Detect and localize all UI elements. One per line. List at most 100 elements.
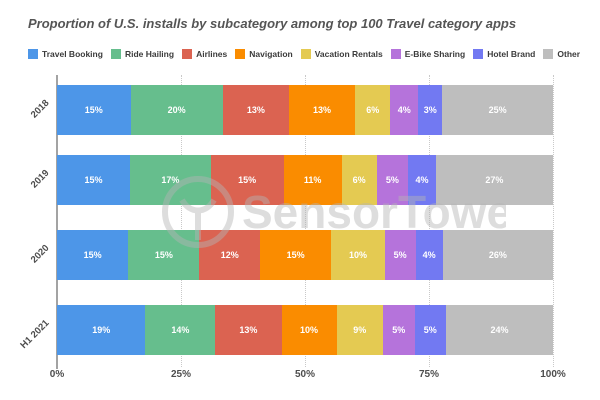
- legend-label-e-bike-sharing: E-Bike Sharing: [404, 49, 466, 59]
- gridline-100-: [553, 75, 554, 367]
- value-label: 15%: [83, 250, 102, 260]
- segment-h1-2021-other: 24%: [446, 305, 553, 355]
- category-label-h1-2021: H1 2021: [18, 317, 52, 351]
- legend-label-other: Other: [557, 49, 581, 59]
- value-label: 5%: [393, 250, 407, 260]
- value-label: 13%: [239, 325, 258, 335]
- segment-2019-navigation: 11%: [283, 155, 342, 205]
- segment-2020-navigation: 15%: [260, 230, 332, 280]
- segment-2020-other: 26%: [442, 230, 554, 280]
- value-label: 27%: [485, 175, 504, 185]
- x-tick-50-: 50%: [294, 369, 316, 380]
- segment-2018-navigation: 13%: [288, 85, 356, 135]
- value-label: 15%: [154, 250, 173, 260]
- value-label: 15%: [84, 175, 103, 185]
- segment-2019-airlines: 15%: [210, 155, 284, 205]
- segment-2019-e-bike-sharing: 5%: [376, 155, 409, 205]
- segment-2018-ride-hailing: 20%: [130, 85, 223, 135]
- legend-label-airlines: Airlines: [196, 49, 228, 59]
- legend-label-travel-booking: Travel Booking: [42, 49, 103, 59]
- legend-label-navigation: Navigation: [249, 49, 293, 59]
- segment-h1-2021-ride-hailing: 14%: [145, 305, 216, 355]
- legend-item-travel-booking: Travel Booking: [28, 49, 103, 59]
- chart-title: Proportion of U.S. installs by subcatego…: [28, 15, 517, 31]
- legend-item-ride-hailing: Ride Hailing: [110, 49, 175, 59]
- value-label: 14%: [171, 325, 190, 335]
- legend-item-vacation-rentals: Vacation Rentals: [300, 49, 383, 59]
- x-tick-100-: 100%: [540, 369, 566, 380]
- bar-2018: 15% 20% 13% 13% 6% 4% 3% 25%: [57, 85, 553, 135]
- gridline-25-: [181, 75, 182, 367]
- segment-h1-2021-travel-booking: 19%: [57, 305, 146, 355]
- segment-2020-travel-booking: 15%: [57, 230, 129, 280]
- segment-2020-airlines: 12%: [199, 230, 261, 280]
- y-axis-line: [56, 75, 58, 369]
- value-label: 6%: [366, 105, 380, 115]
- value-label: 4%: [422, 250, 436, 260]
- value-label: 10%: [349, 250, 368, 260]
- legend-item-airlines: Airlines: [182, 49, 227, 59]
- segment-2020-hotel-brand: 4%: [415, 230, 443, 280]
- segment-2019-hotel-brand: 4%: [408, 155, 436, 205]
- value-label: 25%: [488, 105, 507, 115]
- legend-item-other: Other: [543, 49, 580, 59]
- value-label: 3%: [423, 105, 437, 115]
- segment-h1-2021-e-bike-sharing: 5%: [382, 305, 415, 355]
- category-label-2020: 2020: [28, 242, 52, 266]
- segment-2018-travel-booking: 15%: [57, 85, 131, 135]
- gridline-50-: [305, 75, 306, 367]
- value-label: 15%: [286, 250, 305, 260]
- value-label: 26%: [488, 250, 507, 260]
- segment-2020-e-bike-sharing: 5%: [384, 230, 416, 280]
- value-label: 13%: [246, 105, 265, 115]
- legend-item-hotel-brand: Hotel Brand: [473, 49, 535, 59]
- value-label: 12%: [220, 250, 239, 260]
- legend-swatch-vacation-rentals: [300, 49, 311, 59]
- value-label: 11%: [303, 175, 322, 185]
- segment-2019-vacation-rentals: 6%: [341, 155, 377, 205]
- segment-2019-travel-booking: 15%: [57, 155, 131, 205]
- category-label-2018: 2018: [28, 97, 52, 121]
- bar-2019: 15% 17% 15% 11% 6% 5% 4% 27%: [57, 155, 554, 205]
- segment-2018-vacation-rentals: 6%: [355, 85, 391, 135]
- segment-2019-other: 27%: [435, 155, 554, 205]
- segment-h1-2021-airlines: 13%: [215, 305, 282, 355]
- x-tick-0-: 0%: [49, 369, 65, 380]
- segment-h1-2021-hotel-brand: 5%: [414, 305, 447, 355]
- segment-2018-e-bike-sharing: 4%: [390, 85, 419, 135]
- segment-2018-hotel-brand: 3%: [418, 85, 443, 135]
- legend-swatch-airlines: [182, 49, 193, 59]
- legend-swatch-other: [543, 49, 554, 59]
- value-label: 17%: [161, 175, 180, 185]
- legend-swatch-navigation: [235, 49, 246, 59]
- segment-2020-ride-hailing: 15%: [128, 230, 200, 280]
- legend-item-e-bike-sharing: E-Bike Sharing: [390, 49, 466, 59]
- segment-2020-vacation-rentals: 10%: [331, 230, 385, 280]
- segment-2019-ride-hailing: 17%: [130, 155, 211, 205]
- legend-label-vacation-rentals: Vacation Rentals: [314, 49, 383, 59]
- x-tick-75-: 75%: [418, 369, 440, 380]
- segment-2018-other: 25%: [442, 85, 553, 135]
- value-label: 15%: [84, 105, 103, 115]
- legend-swatch-hotel-brand: [473, 49, 484, 59]
- legend-swatch-ride-hailing: [110, 49, 121, 59]
- value-label: 5%: [392, 325, 406, 335]
- legend-label-ride-hailing: Ride Hailing: [124, 49, 175, 59]
- value-label: 6%: [352, 175, 366, 185]
- segment-h1-2021-navigation: 10%: [281, 305, 337, 355]
- legend-swatch-e-bike-sharing: [390, 49, 401, 59]
- legend-item-navigation: Navigation: [235, 49, 293, 59]
- value-label: 4%: [397, 105, 411, 115]
- legend-label-hotel-brand: Hotel Brand: [487, 49, 536, 59]
- value-label: 10%: [300, 325, 319, 335]
- x-tick-25-: 25%: [170, 369, 192, 380]
- segment-h1-2021-vacation-rentals: 9%: [336, 305, 383, 355]
- legend-swatch-travel-booking: [28, 49, 38, 59]
- value-label: 9%: [353, 325, 367, 335]
- value-label: 13%: [313, 105, 332, 115]
- gridline-75-: [429, 75, 430, 367]
- category-label-2019: 2019: [28, 167, 52, 191]
- value-label: 19%: [92, 325, 111, 335]
- value-label: 24%: [490, 325, 509, 335]
